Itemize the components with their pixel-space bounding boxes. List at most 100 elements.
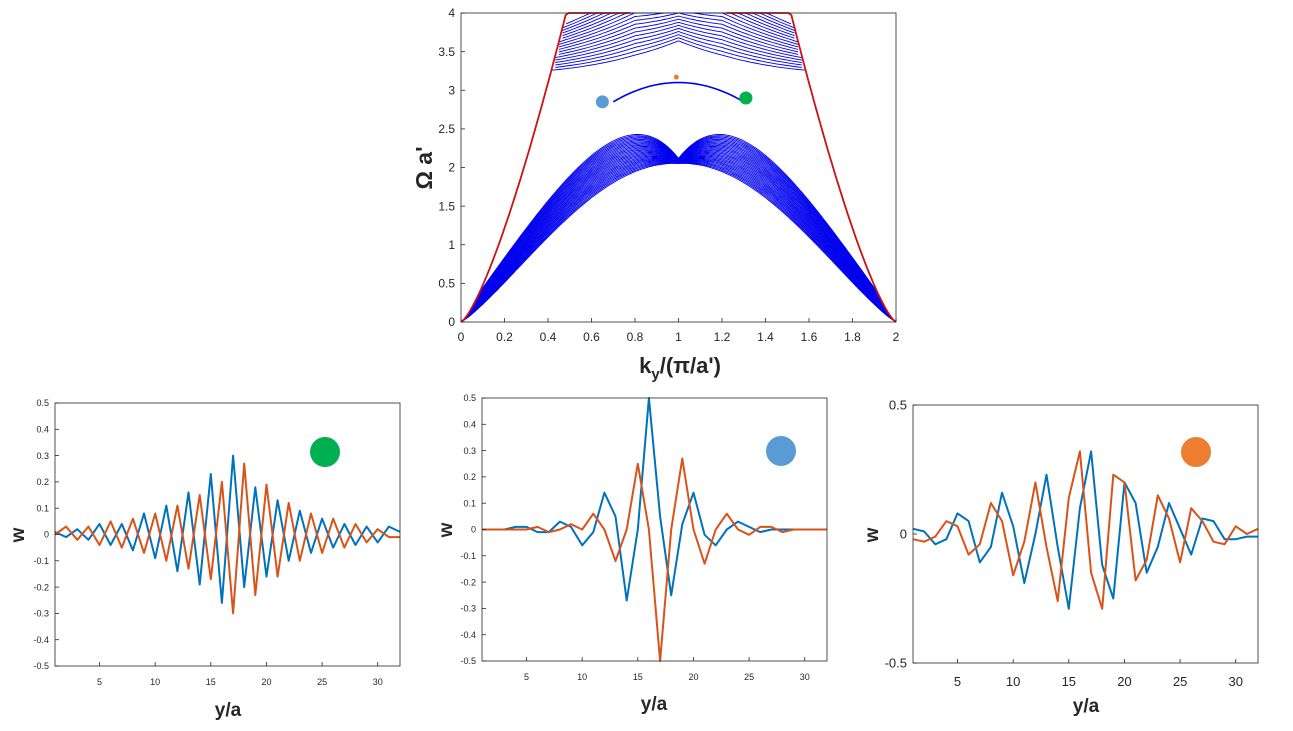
dispersion-x-label: ky/(π/a') bbox=[639, 353, 721, 383]
mode-profile-green-marker bbox=[310, 437, 340, 467]
y-tick-label: 3 bbox=[448, 83, 455, 97]
y-tick-label: 1 bbox=[448, 238, 455, 252]
bulk-band-line bbox=[555, 27, 802, 61]
y-tick-label: 0.5 bbox=[463, 393, 476, 403]
bulk-band-line bbox=[558, 15, 799, 50]
x-tick-label: 1.8 bbox=[844, 330, 861, 344]
y-tick-label: -0.1 bbox=[460, 551, 476, 561]
y-tick-label: 2.5 bbox=[438, 122, 455, 136]
x-tick-label: 20 bbox=[261, 677, 271, 687]
y-tick-label: -0.3 bbox=[460, 604, 476, 614]
y-tick-label: 0.4 bbox=[463, 419, 476, 429]
dispersion-axes-box bbox=[460, 12, 897, 323]
x-tick-label: 15 bbox=[633, 672, 643, 682]
x-tick-label: 25 bbox=[317, 677, 327, 687]
x-tick-label: 30 bbox=[800, 672, 810, 682]
x-tick-label: 15 bbox=[1062, 674, 1076, 689]
mode-profile-orange-x-label: y/a bbox=[1073, 696, 1100, 717]
mode-profile-orange-marker bbox=[1181, 437, 1211, 467]
x-tick-label: 2 bbox=[893, 330, 900, 344]
y-tick-label: -0.5 bbox=[33, 661, 49, 671]
edge-state-bands bbox=[612, 81, 745, 103]
mode-profile-green: 5 10 15 20 25 30 0.5 0.4 0.3 0.2 0.1 0 -0.1 -0.2 -0.3… bbox=[8, 398, 401, 721]
light-cone-lines bbox=[460, 12, 897, 323]
x-tick-label: 0.4 bbox=[540, 330, 557, 344]
y-tick-label: 0.2 bbox=[36, 477, 49, 487]
y-tick-label: -0.5 bbox=[885, 656, 907, 671]
y-tick-label: 0.1 bbox=[36, 503, 49, 513]
series-line-orange bbox=[482, 457, 827, 662]
y-tick-label: -0.5 bbox=[460, 656, 476, 666]
bulk-band-line bbox=[555, 37, 802, 68]
y-tick-label: -0.3 bbox=[33, 609, 49, 619]
x-tick-label: 20 bbox=[688, 672, 698, 682]
y-tick-label: 0 bbox=[471, 525, 476, 535]
x-tick-label: 5 bbox=[524, 672, 529, 682]
series-line-blue bbox=[482, 397, 827, 602]
mode-profile-green-lines bbox=[54, 454, 401, 615]
mode-profile-orange-x-ticks: 5 10 15 20 25 30 bbox=[954, 659, 1243, 689]
y-tick-label: 0.5 bbox=[889, 398, 907, 413]
y-tick-label: 3.5 bbox=[438, 45, 455, 59]
x-tick-label: 30 bbox=[1229, 674, 1243, 689]
mode-profile-green-x-ticks: 5 10 15 20 25 30 bbox=[97, 662, 383, 687]
x-tick-label: 1 bbox=[675, 330, 682, 344]
dispersion-x-ticks: 0 0.2 0.4 0.6 0.8 1 1.2 1.4 1.6 1.8 2 bbox=[458, 318, 900, 344]
marker-green bbox=[739, 91, 753, 105]
series-line-blue bbox=[54, 454, 401, 604]
mode-profile-blue-marker bbox=[766, 436, 796, 466]
y-tick-label: -0.4 bbox=[33, 635, 49, 645]
y-tick-label: 0.5 bbox=[36, 398, 49, 408]
mode-profile-green-y-label: w bbox=[8, 527, 29, 543]
y-tick-label: 4 bbox=[448, 6, 455, 20]
marker-orange bbox=[673, 74, 679, 80]
mode-profile-green-y-ticks: 0.5 0.4 0.3 0.2 0.1 0 -0.1 -0.2 -0.3 -0.4 -0.5 bbox=[33, 398, 59, 671]
series-line-orange bbox=[912, 450, 1259, 610]
y-tick-label: 0.3 bbox=[36, 451, 49, 461]
y-tick-label: 0.2 bbox=[463, 472, 476, 482]
bulk-band-line bbox=[562, 12, 795, 31]
mode-markers bbox=[595, 74, 753, 109]
bulk-band-line bbox=[558, 18, 799, 53]
mode-profile-blue: 5 10 15 20 25 30 0.5 0.4 0.3 0.2 0.1 0 -0.1 -0.2 -0.3… bbox=[436, 393, 828, 715]
mode-profile-orange-lines bbox=[912, 450, 1259, 610]
y-tick-label: 0 bbox=[44, 530, 49, 540]
mode-profile-blue-lines bbox=[482, 397, 827, 662]
x-tick-label: 0.8 bbox=[627, 330, 644, 344]
x-tick-label: 0.2 bbox=[496, 330, 513, 344]
bulk-band-line bbox=[555, 31, 802, 63]
mode-profile-orange-y-ticks: 0.5 0 -0.5 bbox=[885, 398, 917, 671]
dispersion-chart: 0 0.2 0.4 0.6 0.8 1 1.2 1.4 1.6 1.8 2 0 0.5 1 1.5 2 2.5… bbox=[411, 6, 900, 383]
y-tick-label: 0.1 bbox=[463, 498, 476, 508]
x-tick-label: 15 bbox=[206, 677, 216, 687]
mode-profile-blue-x-label: y/a bbox=[641, 694, 668, 715]
x-tick-label: 0.6 bbox=[583, 330, 600, 344]
mode-profile-orange: 5 10 15 20 25 30 0.5 0 -0.5 y/a w bbox=[862, 398, 1259, 717]
bulk-band-line bbox=[551, 40, 806, 71]
x-tick-label: 1.6 bbox=[801, 330, 818, 344]
bulk-bands bbox=[460, 12, 897, 323]
series-line-blue bbox=[912, 450, 1258, 610]
bulk-band-line bbox=[555, 34, 802, 66]
edge-state-line bbox=[612, 81, 745, 103]
x-tick-label: 0 bbox=[458, 330, 465, 344]
mode-profile-green-x-label: y/a bbox=[215, 700, 242, 721]
mode-profile-orange-y-label: w bbox=[862, 527, 883, 543]
y-tick-label: -0.4 bbox=[460, 630, 476, 640]
y-tick-label: 0.5 bbox=[438, 277, 455, 291]
x-tick-label: 1.2 bbox=[714, 330, 731, 344]
x-tick-label: 30 bbox=[373, 677, 383, 687]
mode-profile-blue-y-label: w bbox=[436, 522, 457, 538]
y-tick-label: 0 bbox=[448, 315, 455, 329]
x-tick-label: 25 bbox=[744, 672, 754, 682]
y-tick-label: 0.3 bbox=[463, 446, 476, 456]
dispersion-y-label: Ω a' bbox=[411, 146, 437, 189]
series-line-orange bbox=[54, 462, 400, 615]
y-tick-label: 1.5 bbox=[438, 199, 455, 213]
x-tick-label: 5 bbox=[97, 677, 102, 687]
mode-profile-blue-y-ticks: 0.5 0.4 0.3 0.2 0.1 0 -0.1 -0.2 -0.3 -0.4 -0.5 bbox=[460, 393, 486, 666]
bulk-band-line bbox=[555, 24, 802, 59]
marker-blue bbox=[595, 95, 609, 109]
x-tick-label: 5 bbox=[954, 674, 961, 689]
